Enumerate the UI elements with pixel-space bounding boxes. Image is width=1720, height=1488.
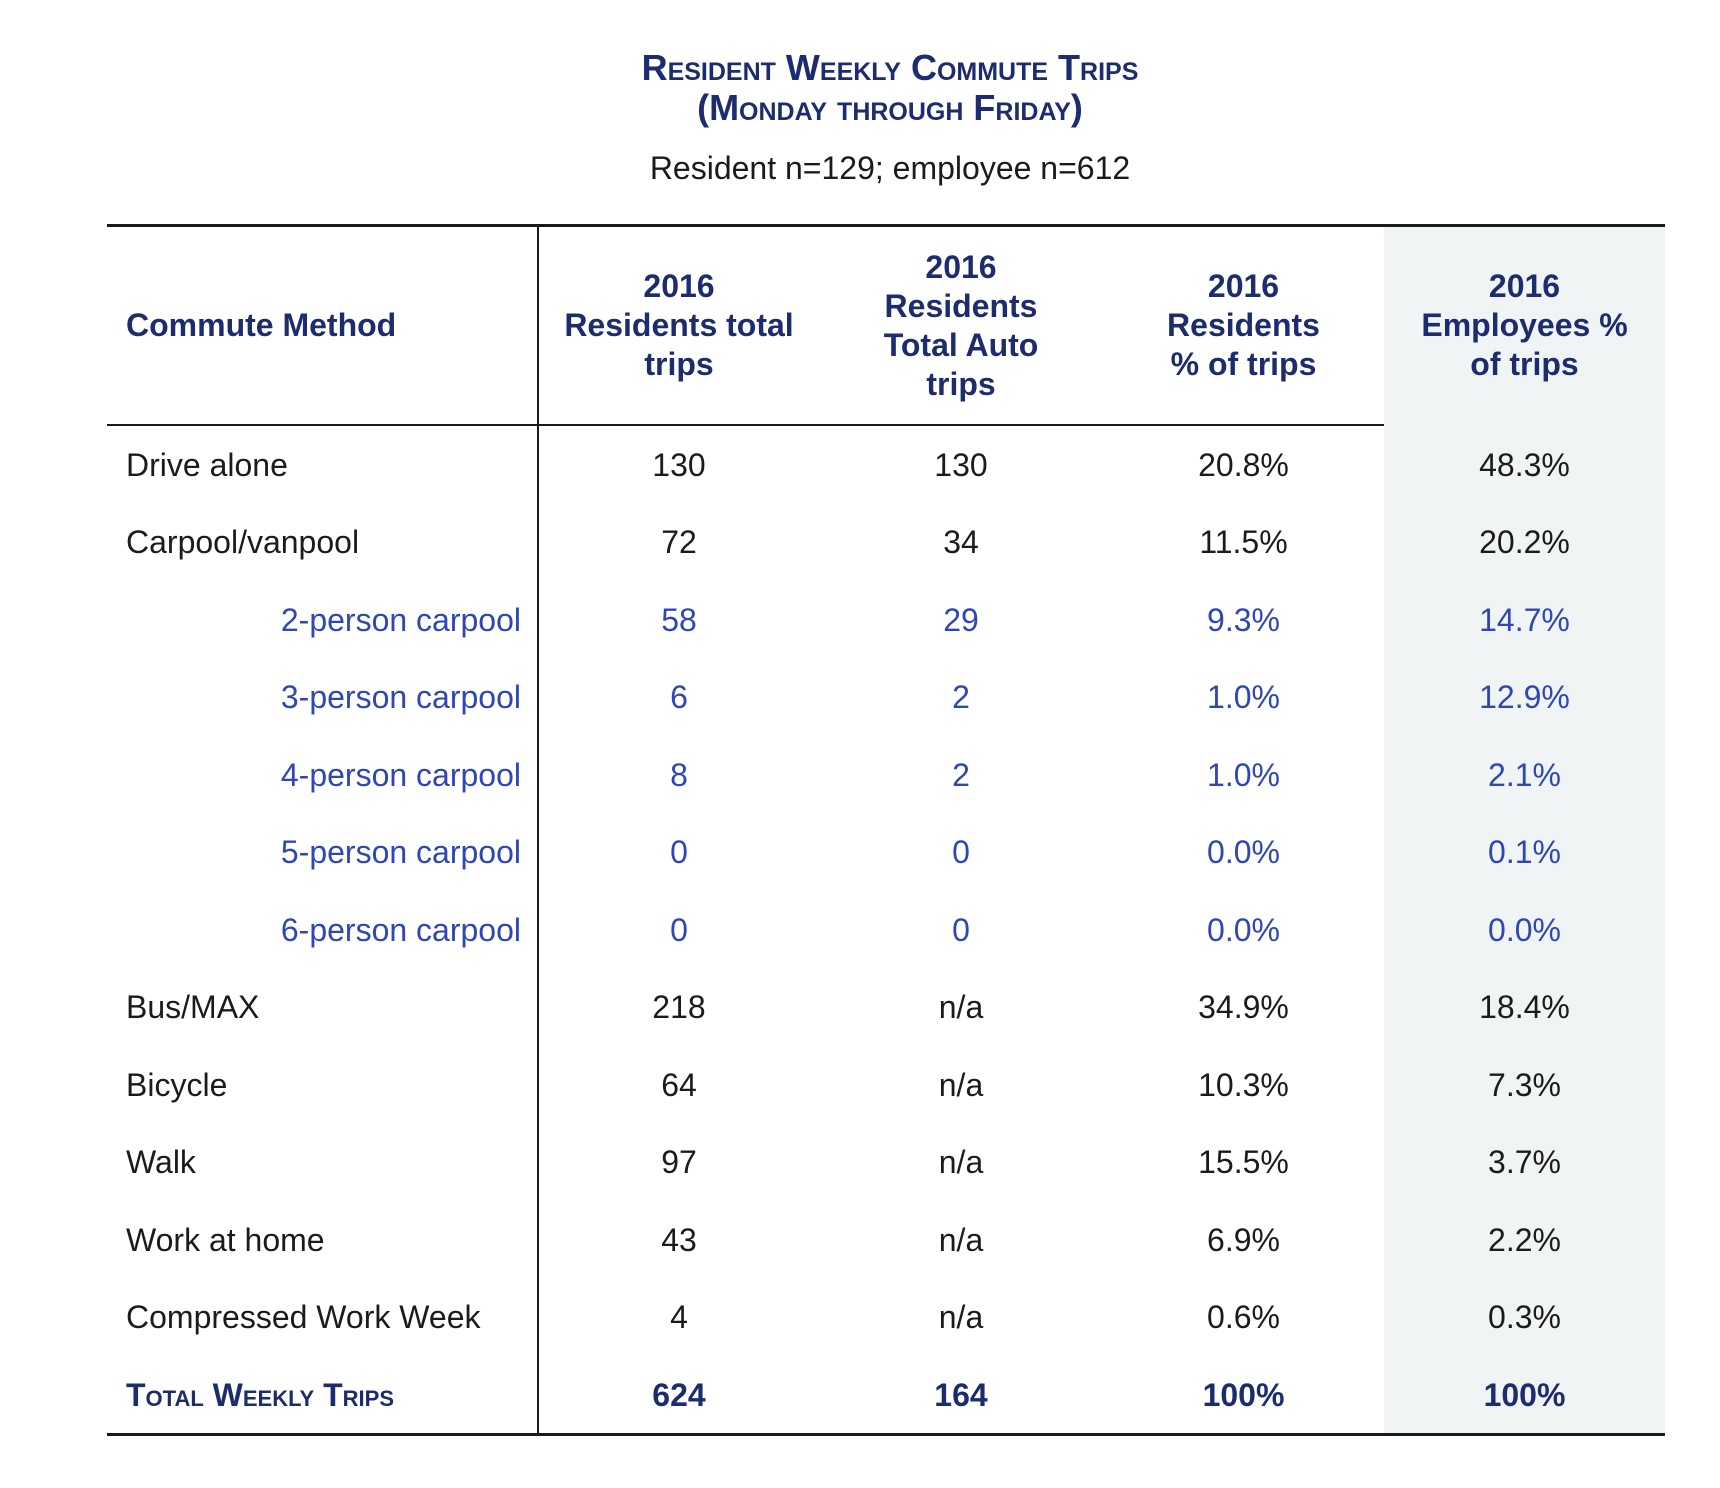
- table-row: Walk 97 n/a 15.5% 3.7%: [107, 1124, 1665, 1202]
- cell-residents-pct: 10.3%: [1198, 1066, 1289, 1103]
- table-total-row: Total Weekly Trips 624 164 100% 100%: [107, 1356, 1665, 1434]
- cell-residents-auto-trips: 0: [952, 834, 970, 871]
- table-row: 3-person carpool 6 2 1.0% 12.9%: [107, 659, 1665, 737]
- cell-residents-auto-trips: 0: [952, 911, 970, 948]
- cell-residents-total-trips: 64: [661, 1066, 697, 1103]
- table-row: Drive alone 130 130 20.8% 48.3%: [107, 426, 1665, 504]
- cell-employees-pct: 48.3%: [1479, 446, 1570, 483]
- cell-commute-method: Bicycle: [126, 1066, 228, 1103]
- cell-residents-auto-trips: 2: [952, 756, 970, 793]
- cell-commute-method: Total Weekly Trips: [126, 1376, 394, 1413]
- cell-residents-pct: 15.5%: [1198, 1144, 1289, 1181]
- cell-commute-method: 5-person carpool: [280, 834, 521, 871]
- cell-commute-method: Bus/MAX: [126, 989, 260, 1026]
- table-row: Bus/MAX 218 n/a 34.9% 18.4%: [107, 969, 1665, 1047]
- cell-residents-total-trips: 97: [661, 1144, 697, 1181]
- sample-size-note: Resident n=129; employee n=612: [649, 150, 1131, 186]
- cell-residents-pct: 1.0%: [1207, 679, 1280, 716]
- cell-commute-method: Work at home: [126, 1221, 325, 1258]
- cell-employees-pct: 3.7%: [1488, 1144, 1561, 1181]
- table-row: Carpool/vanpool 72 34 11.5% 20.2%: [107, 504, 1665, 582]
- cell-residents-pct: 100%: [1202, 1376, 1285, 1413]
- cell-residents-pct: 1.0%: [1207, 756, 1280, 793]
- cell-residents-total-trips: 218: [652, 989, 706, 1026]
- table-row: 4-person carpool 8 2 1.0% 2.1%: [107, 736, 1665, 814]
- cell-commute-method: 4-person carpool: [280, 756, 521, 793]
- cell-residents-total-trips: 4: [670, 1299, 688, 1336]
- cell-residents-total-trips: 6: [670, 679, 688, 716]
- cell-residents-auto-trips: 130: [934, 446, 988, 483]
- cell-residents-pct: 0.0%: [1207, 911, 1280, 948]
- cell-employees-pct: 0.0%: [1488, 911, 1561, 948]
- header-residents-auto-trips: 2016 Residents Total Auto trips: [883, 248, 1039, 402]
- table-bottom-rule: [107, 1433, 1665, 1436]
- cell-residents-auto-trips: 29: [943, 601, 979, 638]
- table-row: Compressed Work Week 4 n/a 0.6% 0.3%: [107, 1279, 1665, 1357]
- label-column-divider: [537, 227, 539, 1433]
- cell-residents-total-trips: 130: [652, 446, 706, 483]
- cell-residents-pct: 0.0%: [1207, 834, 1280, 871]
- cell-residents-auto-trips: n/a: [938, 1066, 984, 1103]
- header-residents-pct: 2016 Residents % of trips: [1167, 268, 1320, 382]
- cell-residents-auto-trips: 164: [934, 1376, 988, 1413]
- cell-residents-auto-trips: n/a: [938, 1299, 984, 1336]
- header-rule: [107, 424, 1384, 426]
- cell-employees-pct: 18.4%: [1479, 989, 1570, 1026]
- cell-residents-pct: 9.3%: [1207, 601, 1280, 638]
- cell-commute-method: 6-person carpool: [280, 911, 521, 948]
- cell-employees-pct: 0.3%: [1488, 1299, 1561, 1336]
- cell-residents-total-trips: 624: [652, 1376, 706, 1413]
- employee-column-shading: [1384, 227, 1665, 1433]
- cell-commute-method: Carpool/vanpool: [126, 524, 360, 561]
- cell-employees-pct: 20.2%: [1479, 524, 1570, 561]
- cell-residents-auto-trips: n/a: [938, 1144, 984, 1181]
- table-row: 5-person carpool 0 0 0.0% 0.1%: [107, 814, 1665, 892]
- cell-commute-method: 2-person carpool: [280, 601, 521, 638]
- cell-residents-total-trips: 72: [661, 524, 697, 561]
- cell-commute-method: Drive alone: [126, 446, 288, 483]
- cell-residents-total-trips: 0: [670, 834, 688, 871]
- cell-residents-pct: 11.5%: [1199, 524, 1288, 561]
- table-row: Bicycle 64 n/a 10.3% 7.3%: [107, 1046, 1665, 1124]
- cell-residents-total-trips: 8: [670, 756, 688, 793]
- cell-residents-pct: 0.6%: [1207, 1299, 1280, 1336]
- cell-residents-total-trips: 43: [661, 1221, 697, 1258]
- cell-commute-method: Walk: [126, 1144, 196, 1181]
- cell-residents-auto-trips: n/a: [938, 989, 984, 1026]
- cell-residents-pct: 34.9%: [1198, 989, 1289, 1026]
- cell-employees-pct: 2.1%: [1488, 756, 1561, 793]
- cell-employees-pct: 0.1%: [1488, 834, 1561, 871]
- cell-residents-total-trips: 58: [661, 601, 697, 638]
- cell-residents-auto-trips: 2: [952, 679, 970, 716]
- cell-employees-pct: 2.2%: [1488, 1221, 1561, 1258]
- cell-residents-pct: 20.8%: [1198, 446, 1289, 483]
- cell-employees-pct: 14.7%: [1479, 601, 1570, 638]
- table-row: 2-person carpool 58 29 9.3% 14.7%: [107, 581, 1665, 659]
- cell-employees-pct: 7.3%: [1488, 1066, 1561, 1103]
- cell-commute-method: 3-person carpool: [280, 679, 521, 716]
- table-title-line-2: (Monday through Friday): [697, 87, 1083, 128]
- cell-residents-total-trips: 0: [670, 911, 688, 948]
- table-row: 6-person carpool 0 0 0.0% 0.0%: [107, 891, 1665, 969]
- header-employees-pct: 2016 Employees % of trips: [1421, 268, 1628, 382]
- table-body: Drive alone 130 130 20.8% 48.3% Carpool/vanpo…: [107, 426, 1665, 1434]
- cell-residents-auto-trips: 34: [943, 524, 979, 561]
- table-row: Work at home 43 n/a 6.9% 2.2%: [107, 1201, 1665, 1279]
- cell-residents-auto-trips: n/a: [938, 1221, 984, 1258]
- cell-residents-pct: 6.9%: [1207, 1221, 1280, 1258]
- header-commute-method: Commute Method: [126, 307, 397, 343]
- commute-trips-table: Commute Method 2016 Residents total trip…: [107, 224, 1665, 1436]
- cell-employees-pct: 12.9%: [1479, 679, 1570, 716]
- header-residents-total-trips: 2016 Residents total trips: [564, 268, 794, 382]
- table-title-line-1: Resident Weekly Commute Trips: [641, 47, 1139, 88]
- cell-employees-pct: 100%: [1483, 1376, 1566, 1413]
- cell-commute-method: Compressed Work Week: [126, 1299, 481, 1336]
- table-top-rule: [107, 224, 1665, 227]
